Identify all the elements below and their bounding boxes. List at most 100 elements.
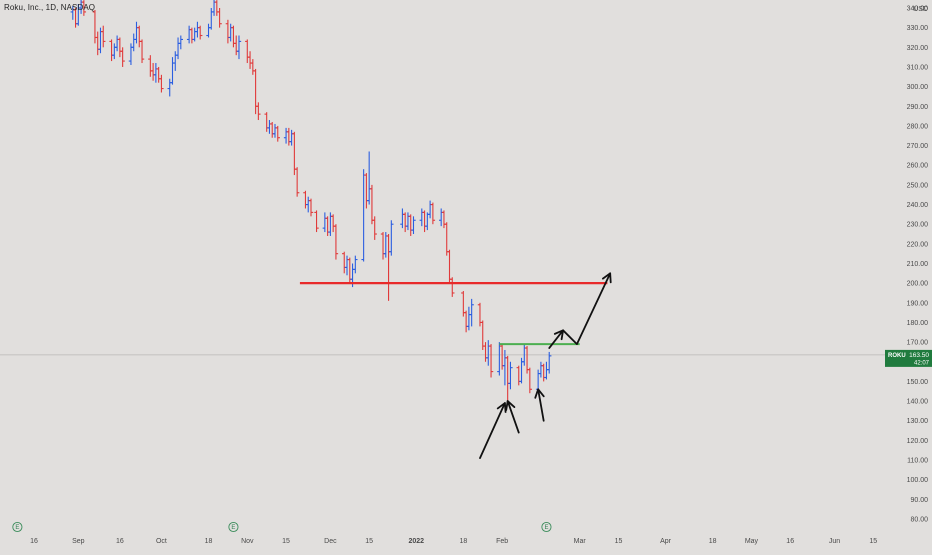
y-tick-label: 110.00 <box>907 458 928 465</box>
arrow-head <box>534 388 545 399</box>
ohlc-bar-down <box>81 0 87 16</box>
ohlc-bar-up <box>195 21 200 38</box>
y-tick-label: 230.00 <box>907 222 929 229</box>
earnings-badge: E <box>12 521 23 533</box>
x-tick-label: 15 <box>869 538 877 545</box>
y-tick-label: 200.00 <box>907 281 929 288</box>
ohlc-bar-down <box>250 59 256 75</box>
ohlc-bar-up <box>153 63 159 83</box>
arrow-shaft <box>506 400 520 434</box>
ohlc-bar-down <box>447 249 452 284</box>
ohlc-bar-up <box>112 43 117 60</box>
earnings-badge-label: E <box>15 525 19 531</box>
arrow-annotations <box>479 272 612 459</box>
earnings-badge: E <box>541 521 552 533</box>
projection-path <box>548 272 612 349</box>
ohlc-bar-down <box>314 210 319 233</box>
ohlc-bar-down <box>159 74 164 93</box>
ohlc-bar-up <box>353 255 358 274</box>
ohlc-bar-up <box>389 220 394 256</box>
ohlc-bar-up <box>128 43 134 65</box>
ohlc-bar-up <box>173 51 178 71</box>
y-tick-label: 220.00 <box>907 241 929 248</box>
ohlc-bar-down <box>516 365 521 386</box>
ohlc-bar-up <box>267 120 272 134</box>
ohlc-bar-down <box>488 344 494 378</box>
ohlc-bar-down <box>95 31 100 56</box>
ohlc-bar-up <box>134 21 139 44</box>
ohlc-bar-up <box>186 25 192 44</box>
x-tick-label: Sep <box>72 538 85 545</box>
ohlc-bar-up <box>289 129 294 146</box>
time-axis[interactable]: 16 Sep 16 Oct 18 Nov 15 Dec 15 2022 18 Feb Mar 15 Apr 1… <box>30 538 877 545</box>
drawn-lines <box>299 282 608 346</box>
x-tick-label: 18 <box>205 538 213 545</box>
ohlc-bar-up <box>272 123 278 138</box>
ohlc-bar-down <box>256 102 261 121</box>
y-tick-label: 90.00 <box>910 497 928 504</box>
y-tick-label: 340.00 <box>907 6 929 13</box>
y-tick-label: 270.00 <box>907 143 929 150</box>
y-tick-label: 190.00 <box>907 300 929 307</box>
y-tick-label: 240.00 <box>907 202 929 209</box>
y-tick-label: 320.00 <box>907 45 929 52</box>
ohlc-bar-down <box>225 19 231 44</box>
ohlc-bar-down <box>217 8 222 28</box>
ohlc-bar-down <box>117 37 123 58</box>
ohlc-bar-down <box>303 190 308 209</box>
ohlc-bar-down <box>483 342 488 362</box>
earnings-badge-circle <box>228 521 239 533</box>
ohlc-bar-up <box>486 340 491 366</box>
ohlc-bar-up <box>497 342 502 376</box>
ohlc-bar-up <box>427 200 433 219</box>
ohlc-bar-up <box>178 35 184 50</box>
ohlc-bar-up <box>547 351 552 374</box>
ohlc-bar-down <box>450 277 455 297</box>
symbol-title: Roku, Inc., 1D, NASDAQ <box>4 3 96 12</box>
ohlc-bar-down <box>139 39 145 64</box>
y-tick-label: 260.00 <box>907 163 929 170</box>
x-tick-label: 15 <box>282 538 290 545</box>
ohlc-bar-up <box>438 208 444 227</box>
price-axis[interactable]: USD 80.00 90.00 100.00 110.00 120.00 130.00 140… <box>907 6 929 524</box>
ohlc-bar-up <box>344 255 350 276</box>
earnings-badge: E <box>228 521 239 533</box>
earnings-badge-circle <box>541 521 552 533</box>
x-tick-label: Mar <box>574 538 587 545</box>
y-tick-label: 330.00 <box>907 25 929 32</box>
ohlc-bar-up <box>236 35 242 60</box>
earnings-badge-label: E <box>231 525 235 531</box>
x-tick-label: Jun <box>829 538 840 545</box>
ohlc-bar-down <box>150 63 156 81</box>
ohlc-bar-down <box>92 9 98 44</box>
ohlc-bar-down <box>214 0 220 16</box>
ohlc-bar-up <box>283 127 289 144</box>
x-tick-label: Dec <box>324 538 337 545</box>
ohlc-bar-down <box>264 112 269 132</box>
x-tick-label: Nov <box>241 538 254 545</box>
ohlc-bar-down <box>270 121 275 138</box>
y-tick-label: 80.00 <box>910 517 928 524</box>
ohlc-bar-down <box>247 51 253 69</box>
x-tick-label: 15 <box>365 538 373 545</box>
x-tick-label: 16 <box>30 538 38 545</box>
ohlc-bar-down <box>333 224 339 260</box>
arrow-shaft <box>479 402 506 459</box>
earnings-badge-circle <box>12 521 23 533</box>
ohlc-bar-down <box>294 167 300 197</box>
ohlc-bar-down <box>441 210 447 229</box>
ohlc-bar-up <box>206 23 211 38</box>
ohlc-bar-up <box>469 298 474 327</box>
ohlc-bar-up <box>170 57 175 85</box>
y-tick-label: 210.00 <box>907 261 929 268</box>
ohlc-bar-up <box>209 8 214 30</box>
ohlc-bar-up <box>114 35 120 52</box>
ohlc-bar-down <box>120 47 125 67</box>
ohlc-bar-down <box>231 25 236 48</box>
ohlc-bar-down <box>148 55 153 77</box>
ohlc-bar-up <box>131 33 136 52</box>
arrow-head <box>505 400 516 411</box>
ohlc-bar-up <box>228 23 233 42</box>
